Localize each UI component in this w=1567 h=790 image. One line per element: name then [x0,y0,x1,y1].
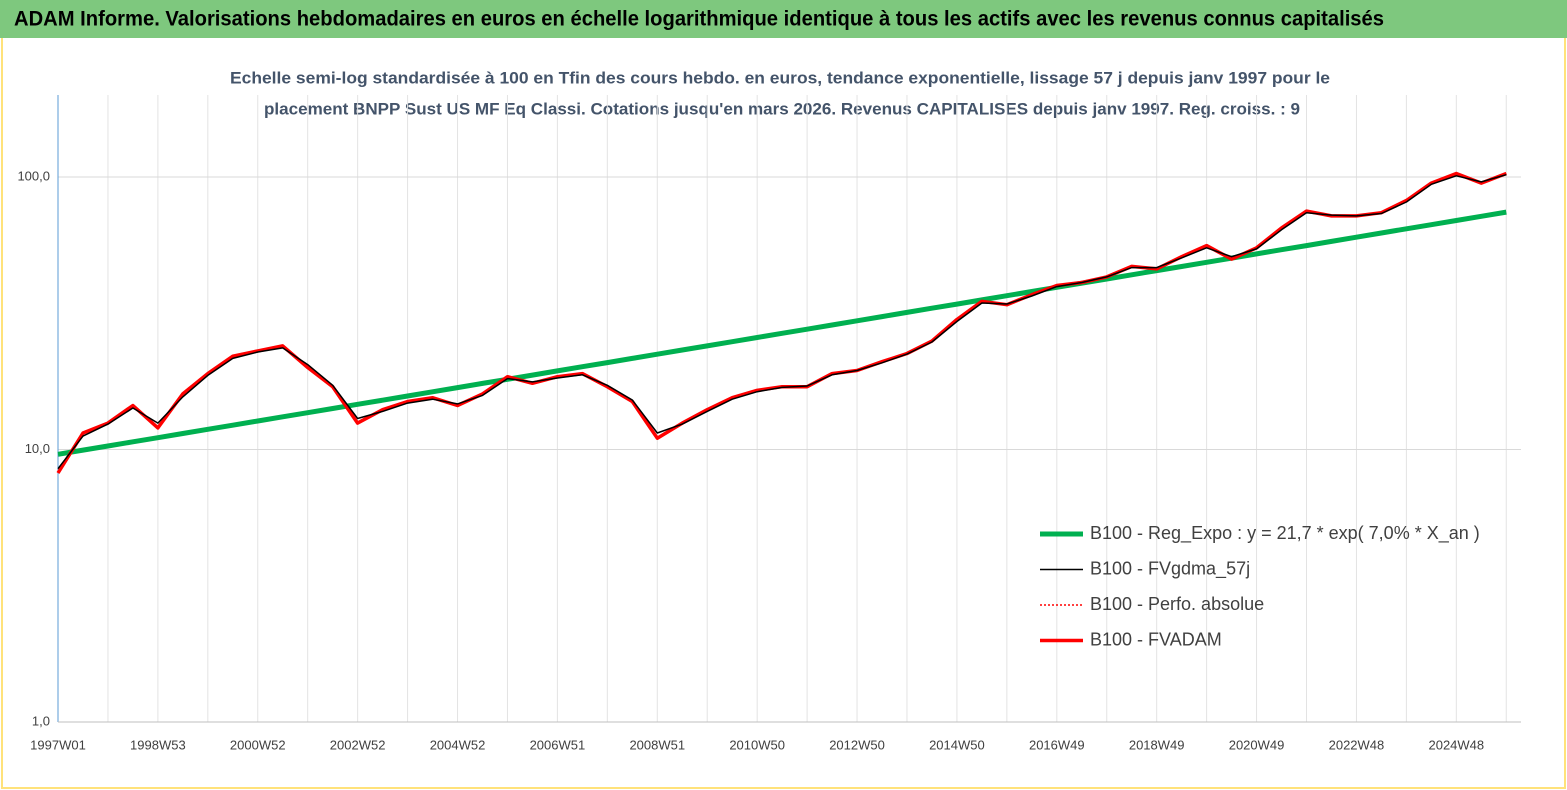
chart-title: placement BNPP Sust US MF Eq Classi. Cot… [264,99,1300,118]
legend-label: B100 - FVgdma_57j [1090,558,1250,579]
y-tick-label: 100,0 [17,168,50,183]
x-tick-label: 2004W52 [430,737,486,752]
x-tick-label: 2016W49 [1029,737,1085,752]
y-tick-label: 10,0 [25,441,50,456]
x-tick-label: 2024W48 [1428,737,1484,752]
x-tick-label: 2000W52 [230,737,286,752]
x-tick-label: 2012W50 [829,737,885,752]
legend-label: B100 - FVADAM [1090,629,1222,649]
y-tick-label: 1,0 [32,713,50,728]
x-tick-label: 2006W51 [530,737,586,752]
x-tick-label: 2002W52 [330,737,386,752]
x-tick-label: 2010W50 [729,737,785,752]
legend-label: B100 - Reg_Expo : y = 21,7 * exp( 7,0% *… [1090,523,1480,544]
x-tick-label: 1998W53 [130,737,186,752]
header-title: ADAM Informe. Valorisations hebdomadaire… [14,8,1384,31]
x-tick-label: 2014W50 [929,737,985,752]
chart-title: Echelle semi-log standardisée à 100 en T… [230,68,1330,87]
header-bar [0,0,1567,38]
series-line [57,209,1507,457]
x-tick-label: 2022W48 [1329,737,1385,752]
legend-label: B100 - Perfo. absolue [1090,594,1264,614]
x-tick-label: 2020W49 [1229,737,1285,752]
x-tick-label: 2008W51 [629,737,685,752]
x-tick-label: 2018W49 [1129,737,1185,752]
series-line [57,173,1507,470]
x-tick-label: 1997W01 [30,737,86,752]
